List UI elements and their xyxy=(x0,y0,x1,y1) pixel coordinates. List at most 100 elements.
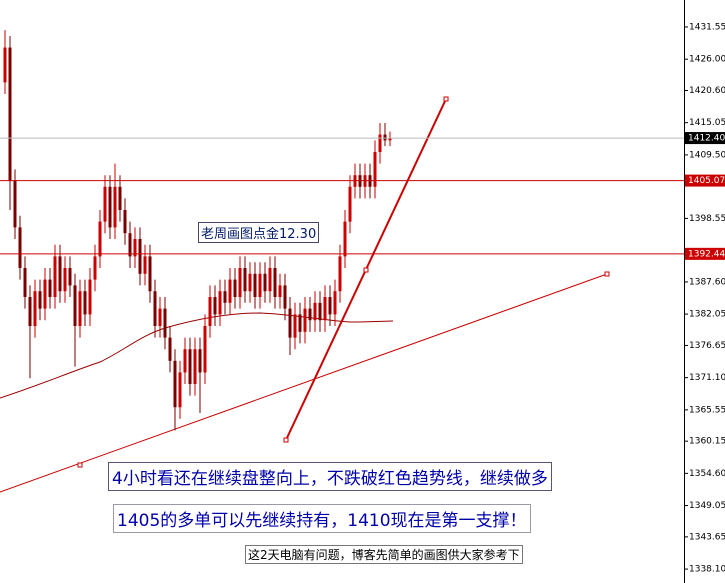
candle-body xyxy=(198,349,202,373)
candle-body xyxy=(143,256,147,274)
candle-body xyxy=(88,279,92,315)
trend-anchor xyxy=(77,462,83,468)
candle-body xyxy=(103,186,107,222)
candle-body xyxy=(23,268,27,298)
candle-body xyxy=(213,297,217,315)
price-label-box xyxy=(685,247,725,260)
candle-body xyxy=(83,291,87,315)
candle-body xyxy=(208,297,212,327)
candle-body xyxy=(38,291,42,309)
candle-body xyxy=(3,47,7,83)
candle-body xyxy=(243,268,247,292)
candle-body xyxy=(238,268,242,298)
candle-body xyxy=(263,273,267,292)
candle-body xyxy=(298,314,302,332)
y-tick-label: 1426.00 xyxy=(689,55,725,65)
candle-body xyxy=(43,279,47,309)
candle-body xyxy=(388,138,392,141)
candle-body xyxy=(33,291,37,327)
candle-body xyxy=(138,239,142,274)
candle-body xyxy=(228,279,232,303)
candle-body xyxy=(193,349,197,385)
candle-body xyxy=(73,285,77,327)
candle-body xyxy=(218,291,222,315)
candle-body xyxy=(168,337,172,361)
trend-anchor xyxy=(604,271,610,277)
candle-body xyxy=(178,372,182,408)
candle-body xyxy=(133,239,137,257)
trend-anchor xyxy=(363,267,369,273)
candle-body xyxy=(148,256,152,292)
y-tick-label: 1420.60 xyxy=(689,86,725,96)
candle-body xyxy=(158,308,162,327)
annotation: 老周画图点金12.30 xyxy=(198,222,320,243)
candle-body xyxy=(373,151,377,187)
y-tick-label: 1431.55 xyxy=(689,22,725,32)
candle-body xyxy=(153,291,157,327)
current-price-label: 1412.40 xyxy=(688,134,725,144)
y-tick-label: 1376.65 xyxy=(689,341,725,351)
candle-body xyxy=(323,297,327,321)
candle-body xyxy=(253,273,257,298)
annotation: 4小时看还在继续盘整向上，不跌破红色趋势线，继续做多 xyxy=(108,462,552,491)
candle-body xyxy=(378,134,382,152)
candle-body xyxy=(318,302,322,321)
candle-body xyxy=(78,291,82,327)
candle-body xyxy=(163,308,167,338)
candle-body xyxy=(183,349,187,373)
candle-body xyxy=(203,326,207,373)
candle-body xyxy=(28,297,32,327)
candle-body xyxy=(128,233,132,257)
trend-line xyxy=(0,273,608,493)
y-tick-label: 1409.50 xyxy=(689,150,725,160)
candle-body xyxy=(233,279,237,298)
candle-body xyxy=(338,256,342,292)
candle-body xyxy=(258,273,262,298)
y-tick-label: 1338.10 xyxy=(689,565,725,575)
candle-body xyxy=(223,291,227,303)
candle-body xyxy=(278,285,282,298)
y-tick-label: 1371.10 xyxy=(689,373,725,383)
price-label-box xyxy=(685,174,725,187)
candle-body xyxy=(288,308,292,338)
candle-body xyxy=(53,256,57,298)
candle-body xyxy=(113,186,117,228)
candle-body xyxy=(98,221,102,257)
candle-body xyxy=(188,349,192,385)
candle-body xyxy=(173,360,177,408)
candle-body xyxy=(283,285,287,309)
candle-body xyxy=(273,268,277,298)
candle-body xyxy=(48,279,52,298)
candle-body xyxy=(8,47,12,181)
price-label: 1405.07 xyxy=(688,176,725,186)
candle-body xyxy=(303,308,307,332)
candle-body xyxy=(293,314,297,338)
candle-body xyxy=(348,186,352,222)
candle-body xyxy=(68,268,72,286)
annotation: 这2天电脑有问题，博客先简单的画图供大家参考下 xyxy=(245,545,523,564)
y-tick-label: 1365.55 xyxy=(689,405,725,415)
candle-body xyxy=(93,256,97,280)
y-tick-label: 1398.55 xyxy=(689,214,725,224)
candle-body xyxy=(118,186,122,210)
candle-body xyxy=(18,227,22,269)
candle-body xyxy=(343,221,347,257)
price-label: 1392.44 xyxy=(688,249,725,259)
y-tick-label: 1382.05 xyxy=(689,310,725,320)
candle-body xyxy=(108,186,112,228)
candle-body xyxy=(383,134,387,141)
candle-body xyxy=(248,273,252,292)
candle-body xyxy=(313,302,317,321)
candle-body xyxy=(123,209,127,234)
y-tick-label: 1343.65 xyxy=(689,532,725,542)
y-tick-label: 1360.15 xyxy=(689,437,725,447)
y-tick-label: 1387.60 xyxy=(689,277,725,287)
candle-body xyxy=(58,256,62,292)
trend-anchor xyxy=(283,437,289,443)
current-price-box xyxy=(685,132,725,145)
y-tick-label: 1349.05 xyxy=(689,501,725,511)
candle-body xyxy=(328,297,332,315)
